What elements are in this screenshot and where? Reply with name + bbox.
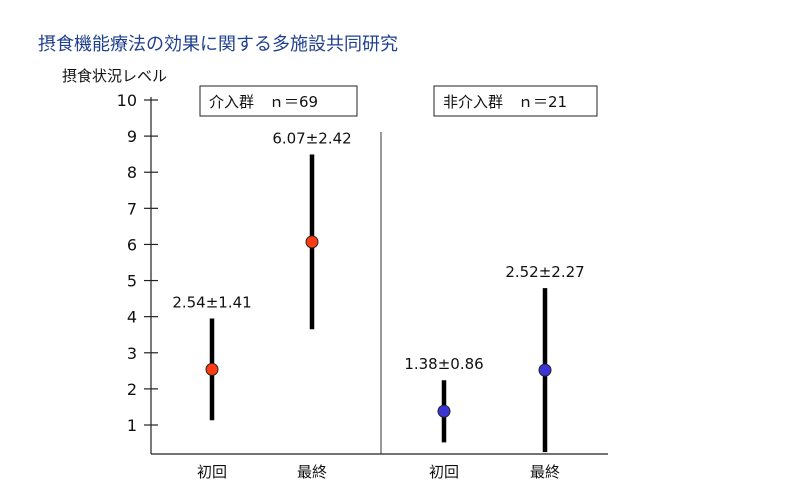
data-label-1-1: 2.54±1.41 [172, 293, 251, 311]
y-tick-label-9: 9 [127, 127, 137, 146]
panel-label-box-1 [199, 85, 358, 117]
y-axis-label: 摂食状況レベル [62, 67, 167, 85]
data-label-2-2: 2.52±2.27 [505, 263, 584, 281]
mean-point-1-2 [305, 235, 319, 249]
y-tick-label-2: 2 [127, 380, 137, 399]
y-tick-label-7: 7 [127, 199, 137, 218]
y-tick-label-1: 1 [127, 416, 137, 435]
y-tick-label-10: 10 [117, 91, 137, 110]
mean-point-2-2 [538, 363, 552, 377]
x-tick-label-2-1: 初回 [429, 463, 459, 481]
x-tick-label-2-2: 最終 [530, 463, 560, 481]
y-tick-label-6: 6 [127, 235, 137, 254]
panel-label-2: 非介入群 ｎ＝21 [443, 93, 567, 111]
x-tick-label-1-1: 初回 [197, 463, 227, 481]
y-tick-label-3: 3 [127, 344, 137, 363]
panel-label-box-2 [433, 85, 598, 117]
panel-label-1: 介入群 ｎ＝69 [209, 93, 318, 111]
data-label-1-2: 6.07±2.42 [272, 130, 351, 148]
mean-point-1-1 [205, 362, 219, 376]
page-title: 摂食機能療法の効果に関する多施設共同研究 [38, 34, 398, 55]
data-label-2-1: 1.38±0.86 [404, 355, 483, 373]
y-tick-label-5: 5 [127, 272, 137, 291]
mean-point-2-1 [437, 404, 451, 418]
x-tick-label-1-2: 最終 [297, 463, 327, 481]
y-tick-label-8: 8 [127, 163, 137, 182]
y-tick-label-4: 4 [127, 308, 137, 327]
